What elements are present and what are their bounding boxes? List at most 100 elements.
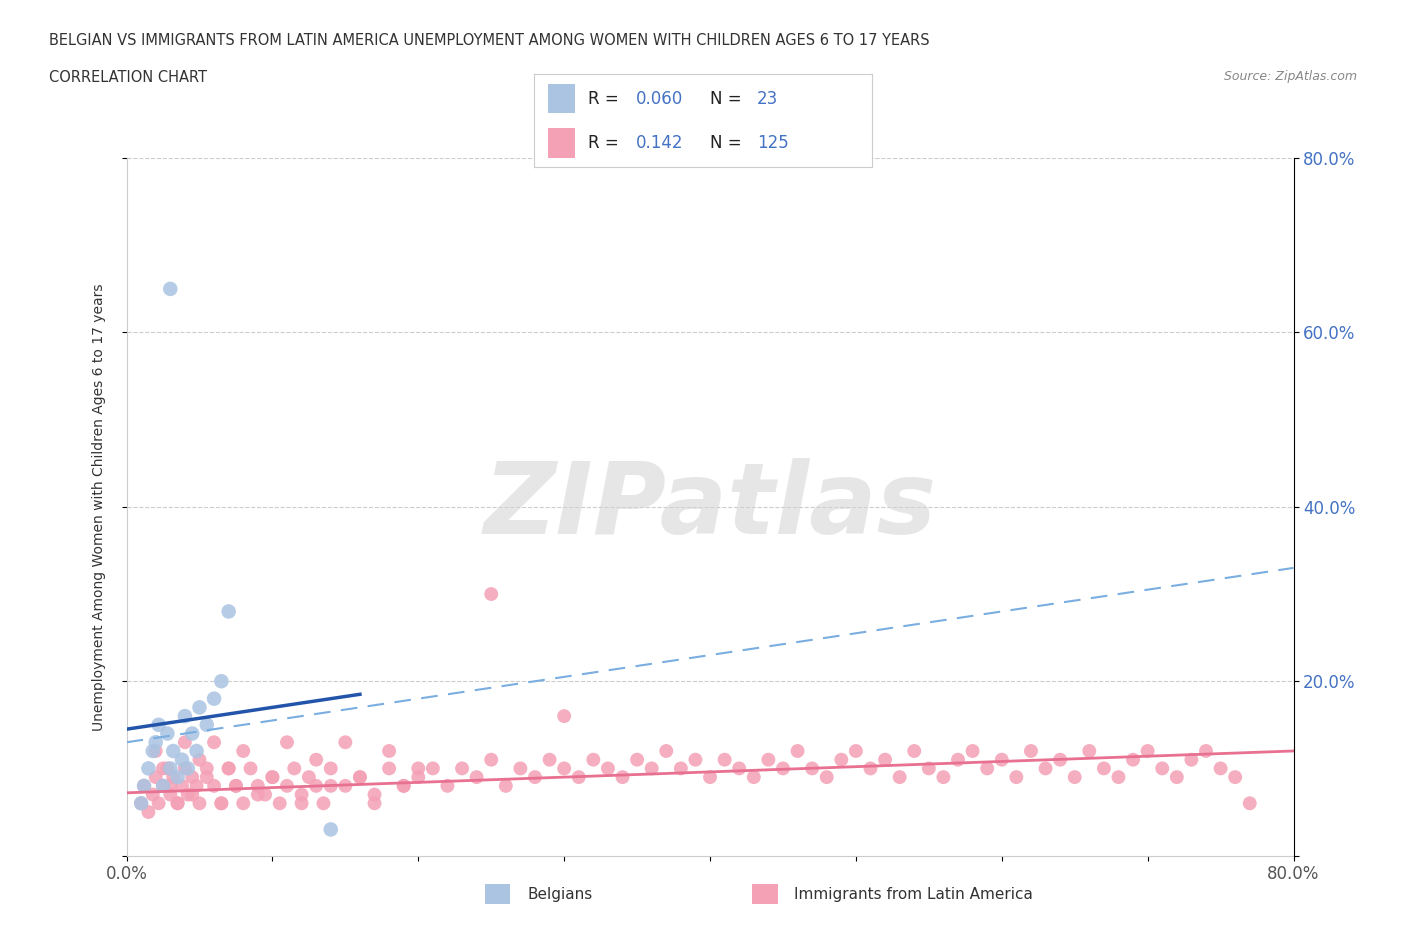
Bar bbox=[548, 84, 575, 113]
Point bbox=[152, 778, 174, 793]
Point bbox=[538, 752, 561, 767]
Point bbox=[1035, 761, 1057, 776]
Point bbox=[1223, 770, 1246, 785]
Point bbox=[845, 744, 868, 759]
Point bbox=[298, 770, 321, 785]
Point bbox=[1166, 770, 1188, 785]
Point bbox=[276, 735, 298, 750]
Point bbox=[626, 752, 648, 767]
Point bbox=[290, 787, 312, 802]
Point bbox=[422, 761, 444, 776]
Point bbox=[218, 604, 240, 619]
Point bbox=[903, 744, 925, 759]
Point bbox=[262, 770, 284, 785]
Point bbox=[162, 770, 184, 785]
Point bbox=[132, 778, 155, 793]
Point bbox=[728, 761, 751, 776]
Point bbox=[436, 778, 458, 793]
Point bbox=[142, 744, 165, 759]
Point bbox=[335, 735, 357, 750]
Point bbox=[312, 796, 335, 811]
Text: 0.060: 0.060 bbox=[636, 89, 683, 108]
Point bbox=[1108, 770, 1130, 785]
Point bbox=[232, 744, 254, 759]
Point bbox=[1122, 752, 1144, 767]
Point bbox=[170, 752, 193, 767]
Point bbox=[801, 761, 824, 776]
Point bbox=[148, 717, 170, 732]
Point bbox=[932, 770, 955, 785]
Point bbox=[159, 282, 181, 297]
Text: R =: R = bbox=[588, 134, 630, 153]
Point bbox=[553, 709, 575, 724]
Text: 125: 125 bbox=[756, 134, 789, 153]
Point bbox=[181, 787, 204, 802]
Point bbox=[451, 761, 474, 776]
Point bbox=[174, 709, 197, 724]
Point bbox=[159, 761, 181, 776]
Point bbox=[1049, 752, 1071, 767]
Text: 0.142: 0.142 bbox=[636, 134, 683, 153]
Point bbox=[148, 796, 170, 811]
Point bbox=[1005, 770, 1028, 785]
Point bbox=[195, 717, 218, 732]
Point bbox=[1239, 796, 1261, 811]
Text: Belgians: Belgians bbox=[527, 887, 592, 902]
Point bbox=[319, 778, 342, 793]
Point bbox=[142, 787, 165, 802]
Point bbox=[188, 752, 211, 767]
Point bbox=[188, 796, 211, 811]
Point bbox=[319, 822, 342, 837]
Point bbox=[202, 778, 225, 793]
Point bbox=[655, 744, 678, 759]
Point bbox=[283, 761, 305, 776]
Point bbox=[209, 796, 232, 811]
Point bbox=[363, 787, 385, 802]
Point bbox=[177, 761, 200, 776]
Point bbox=[218, 761, 240, 776]
Point bbox=[713, 752, 735, 767]
Point bbox=[524, 770, 547, 785]
Text: 23: 23 bbox=[756, 89, 779, 108]
Point bbox=[159, 787, 181, 802]
Point bbox=[363, 796, 385, 811]
Text: Source: ZipAtlas.com: Source: ZipAtlas.com bbox=[1223, 70, 1357, 83]
Point bbox=[568, 770, 591, 785]
Point bbox=[177, 787, 200, 802]
Point bbox=[174, 735, 197, 750]
Point bbox=[218, 761, 240, 776]
Point bbox=[262, 770, 284, 785]
Point bbox=[138, 761, 160, 776]
Point bbox=[174, 761, 197, 776]
Point bbox=[132, 778, 155, 793]
Point bbox=[170, 778, 193, 793]
Point bbox=[859, 761, 882, 776]
Point bbox=[290, 796, 312, 811]
Point bbox=[239, 761, 262, 776]
Point bbox=[612, 770, 634, 785]
Point bbox=[495, 778, 517, 793]
Point bbox=[875, 752, 897, 767]
Point bbox=[152, 761, 174, 776]
Point bbox=[195, 770, 218, 785]
Point bbox=[1136, 744, 1159, 759]
Point bbox=[815, 770, 838, 785]
Point bbox=[166, 796, 188, 811]
Point bbox=[392, 778, 415, 793]
Point bbox=[946, 752, 969, 767]
Point bbox=[246, 778, 269, 793]
Point bbox=[349, 770, 371, 785]
Point bbox=[305, 752, 328, 767]
Point bbox=[186, 778, 208, 793]
Point bbox=[742, 770, 765, 785]
Point bbox=[188, 700, 211, 715]
Text: ZIPatlas: ZIPatlas bbox=[484, 458, 936, 555]
Point bbox=[756, 752, 779, 767]
Point bbox=[145, 735, 167, 750]
Y-axis label: Unemployment Among Women with Children Ages 6 to 17 years: Unemployment Among Women with Children A… bbox=[91, 283, 105, 731]
Point bbox=[254, 787, 277, 802]
Point bbox=[129, 796, 152, 811]
Point bbox=[408, 761, 430, 776]
Point bbox=[479, 587, 502, 602]
Text: N =: N = bbox=[710, 89, 747, 108]
